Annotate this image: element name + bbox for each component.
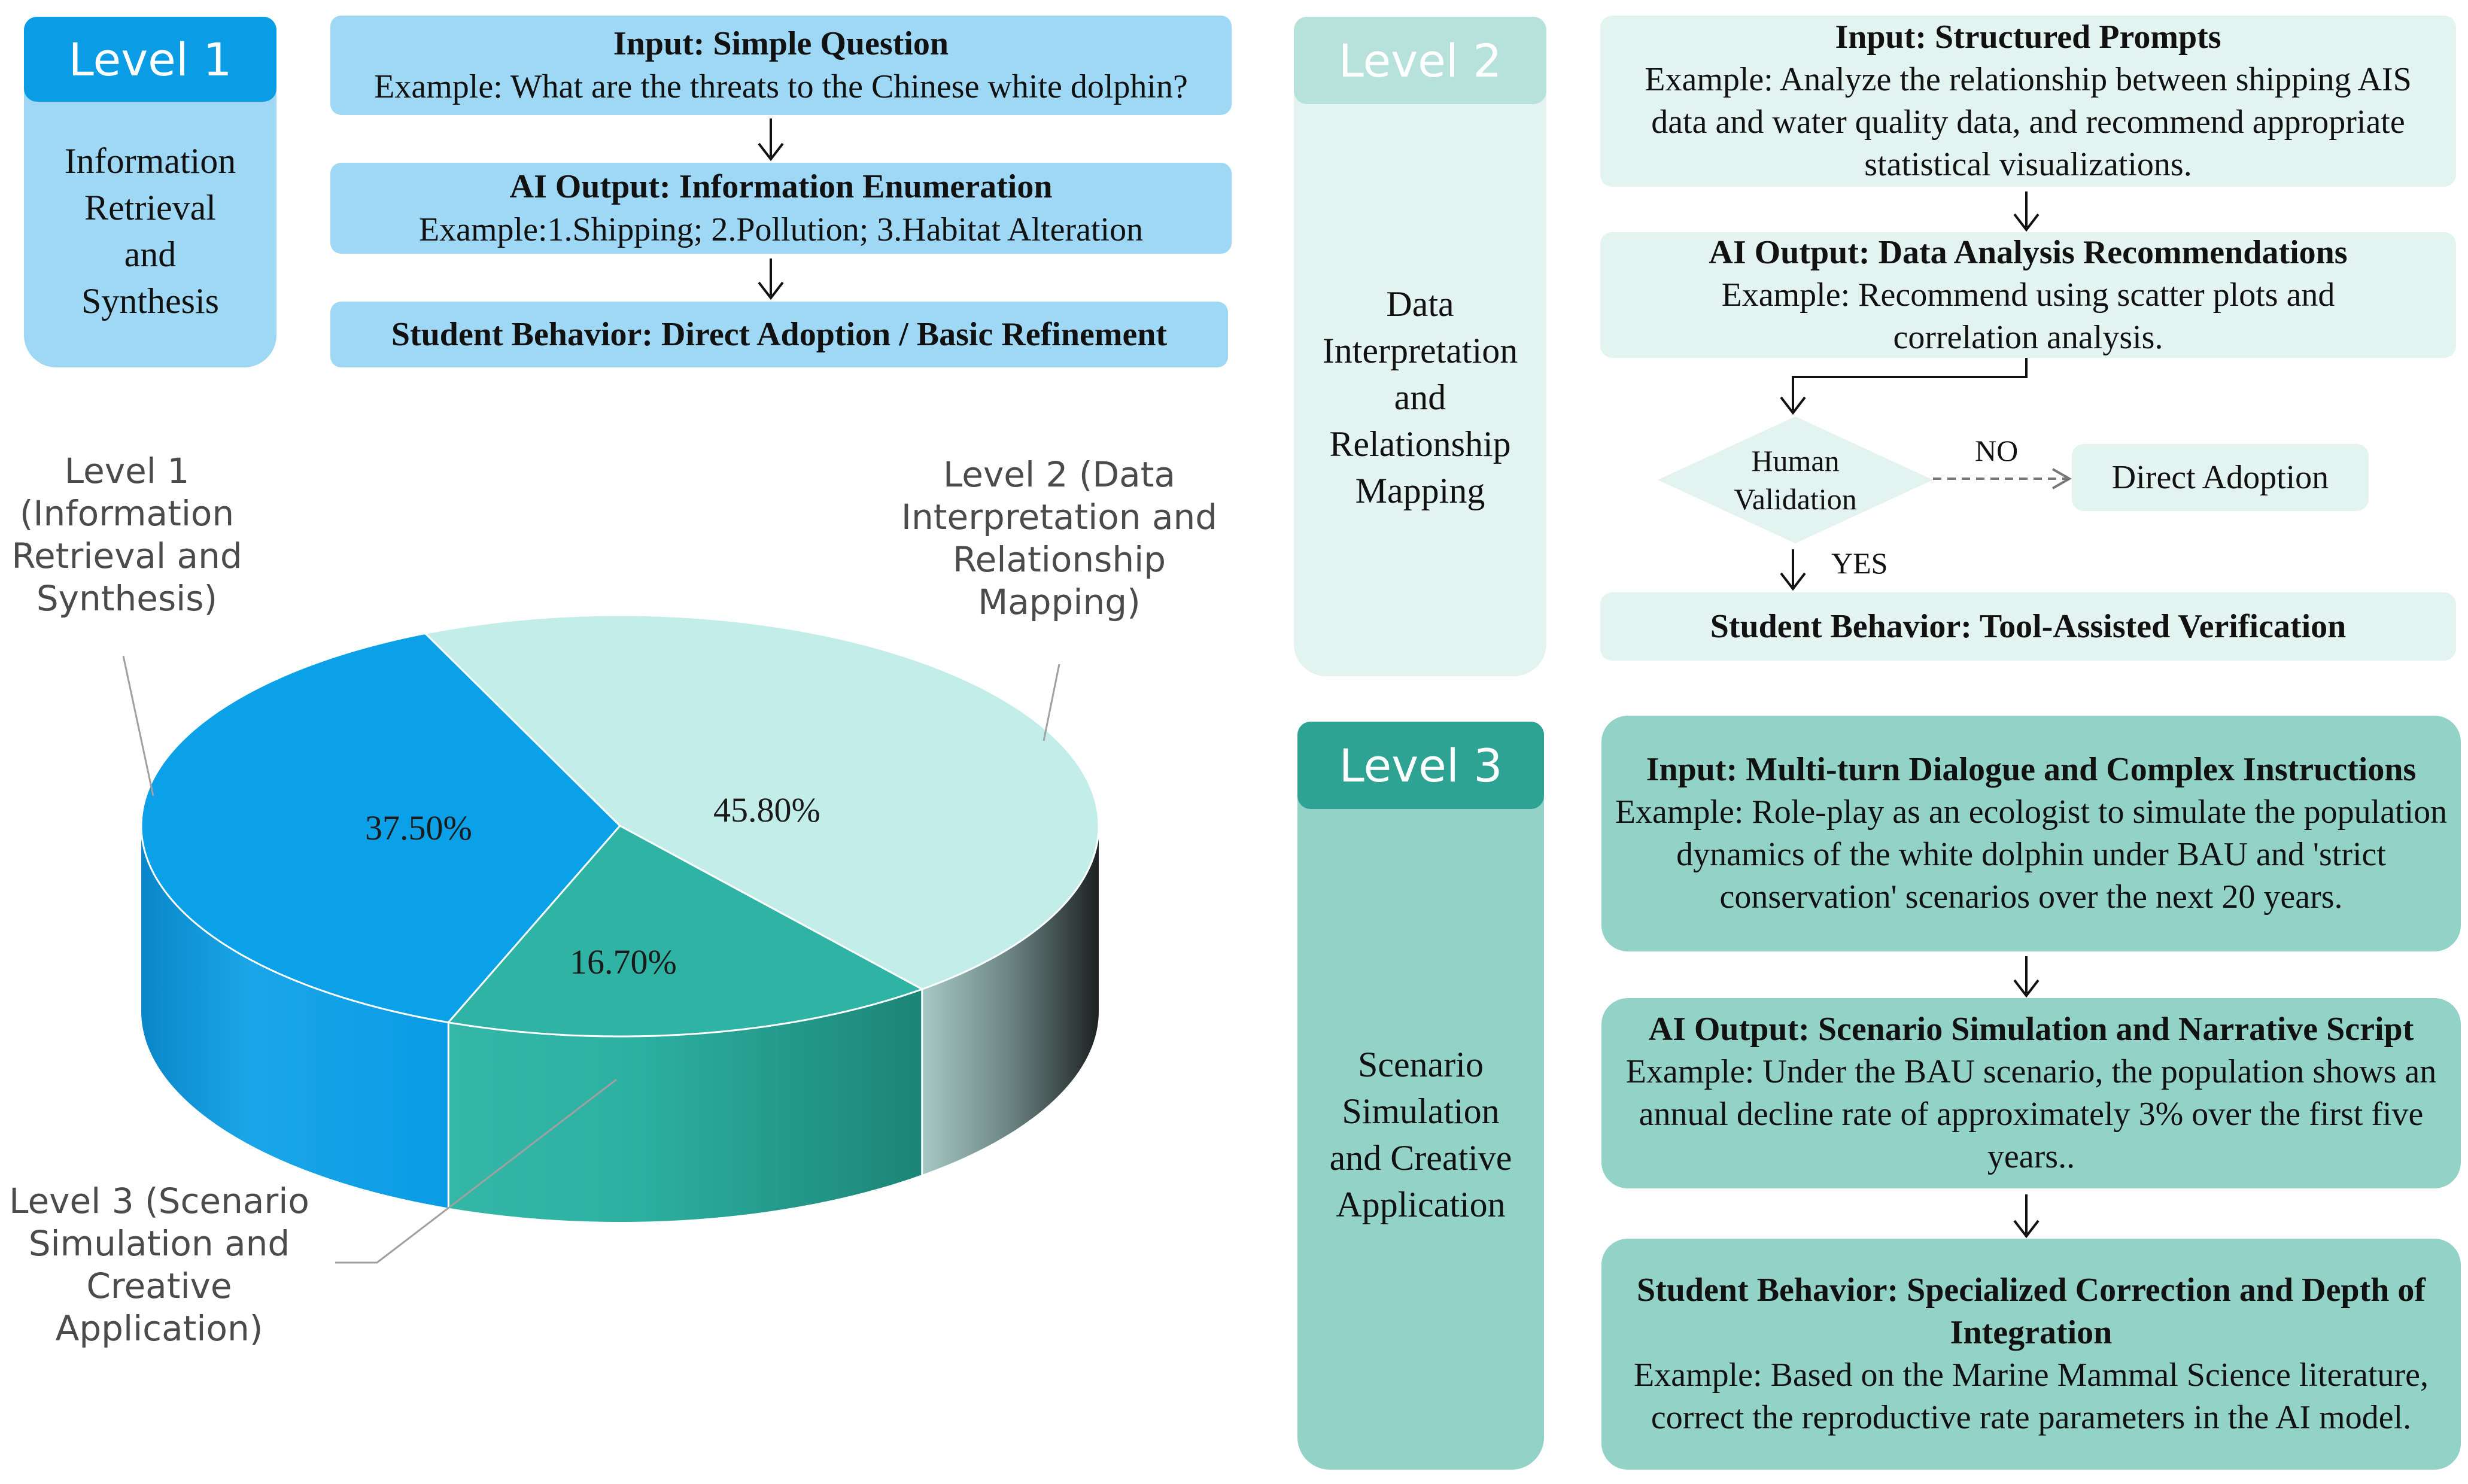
pie-slice-level3 <box>446 825 925 1038</box>
level3-behavior-box: Student Behavior: Specialized Correction… <box>1601 1239 2461 1470</box>
level2-header: Level 2 <box>1294 17 1546 104</box>
level3-panel: Scenario Simulation and Creative Applica… <box>1297 722 1544 1470</box>
level1-input-box: Input: Simple Question Example: What are… <box>330 16 1232 115</box>
level2-decision-label: Human Validation <box>1734 444 1857 516</box>
callout-line-level3 <box>335 1078 617 1264</box>
level3-input-example: Example: Role-play as an ecologist to si… <box>1615 793 2448 916</box>
level2-input-example: Example: Analyze the relationship betwee… <box>1645 61 2412 183</box>
pie-label-level1: 37.50% <box>365 808 472 847</box>
level1-output-title: AI Output: Information Enumeration <box>509 168 1053 205</box>
level1-input-title: Input: Simple Question <box>613 25 949 62</box>
level2-output-example: Example: Recommend using scatter plots a… <box>1721 276 2335 356</box>
level2-arrow-1 <box>2013 191 2040 232</box>
level3-arrow-2 <box>2013 1194 2040 1239</box>
level1-header: Level 1 <box>24 17 276 102</box>
level2-title: Data Interpretation and Relationship Map… <box>1322 284 1518 510</box>
level1-arrow-1 <box>758 118 784 162</box>
pie-side-level2 <box>922 826 1099 1175</box>
level3-input-box: Input: Multi-turn Dialogue and Complex I… <box>1601 716 2461 951</box>
level2-input-title: Input: Structured Prompts <box>1835 19 2221 56</box>
level3-output-box: AI Output: Scenario Simulation and Narra… <box>1601 998 2461 1188</box>
level2-output-box: AI Output: Data Analysis Recommendations… <box>1600 232 2456 358</box>
level2-decision-diamond <box>1658 416 1933 543</box>
level2-panel: Data Interpretation and Relationship Map… <box>1294 17 1546 676</box>
level3-side-body: Scenario Simulation and Creative Applica… <box>1297 722 1544 1470</box>
level3-output-title: AI Output: Scenario Simulation and Narra… <box>1648 1011 2414 1048</box>
pie-label-level2: 45.80% <box>713 790 820 829</box>
callout-line-level1 <box>122 655 154 796</box>
level3-behavior-example: Example: Based on the Marine Mammal Scie… <box>1634 1357 2429 1436</box>
level2-side-body: Data Interpretation and Relationship Map… <box>1294 17 1546 676</box>
level2-no-target-box: Direct Adoption <box>2072 444 2369 511</box>
pie-slice-level1 <box>140 632 622 1024</box>
level2-yes-label: YES <box>1831 546 1888 580</box>
level1-output-box: AI Output: Information Enumeration Examp… <box>330 163 1232 254</box>
pie-side-level1 <box>141 827 449 1208</box>
pie-callout-level1: Level 1 (Information Retrieval and Synth… <box>11 451 242 619</box>
level3-output-example: Example: Under the BAU scenario, the pop… <box>1625 1053 2437 1175</box>
level3-title: Scenario Simulation and Creative Applica… <box>1329 1045 1512 1224</box>
level1-panel: Information Retrieval and Synthesis Leve… <box>24 17 276 367</box>
level1-input-example: Example: What are the threats to the Chi… <box>374 68 1188 105</box>
pie-callout-level3: Level 3 (Scenario Simulation and Creativ… <box>9 1181 309 1349</box>
level3-behavior-title: Student Behavior: Specialized Correction… <box>1636 1272 2426 1351</box>
level2-arrow-to-decision <box>1780 358 2028 415</box>
level2-no-label: NO <box>1975 434 2019 467</box>
callout-line-level2 <box>1042 664 1060 741</box>
level3-arrow-1 <box>2013 956 2040 998</box>
level2-output-title: AI Output: Data Analysis Recommendations <box>1709 233 2348 271</box>
pie-side-level3 <box>448 989 922 1222</box>
level3-input-title: Input: Multi-turn Dialogue and Complex I… <box>1646 751 2417 788</box>
level2-input-box: Input: Structured Prompts Example: Analy… <box>1600 16 2456 187</box>
pie-callout-level2: Level 2 (Data Interpretation and Relatio… <box>901 454 1218 622</box>
level2-no-arrow <box>1933 468 2072 489</box>
pie-callout-lines <box>122 655 1060 1264</box>
level1-behavior-box: Student Behavior: Direct Adoption / Basi… <box>330 302 1228 367</box>
level2-yes-arrow <box>1780 549 1806 591</box>
pie-label-level3: 16.70% <box>570 942 677 981</box>
level1-output-example: Example:1.Shipping; 2.Pollution; 3.Habit… <box>418 211 1144 248</box>
level1-title: Information Retrieval and Synthesis <box>64 141 236 321</box>
pie-slice-level2 <box>423 614 1100 990</box>
level2-behavior-box: Student Behavior: Tool-Assisted Verifica… <box>1600 592 2456 661</box>
level3-header: Level 3 <box>1297 722 1544 809</box>
pie-chart <box>140 614 1100 1222</box>
level1-arrow-2 <box>758 259 784 300</box>
